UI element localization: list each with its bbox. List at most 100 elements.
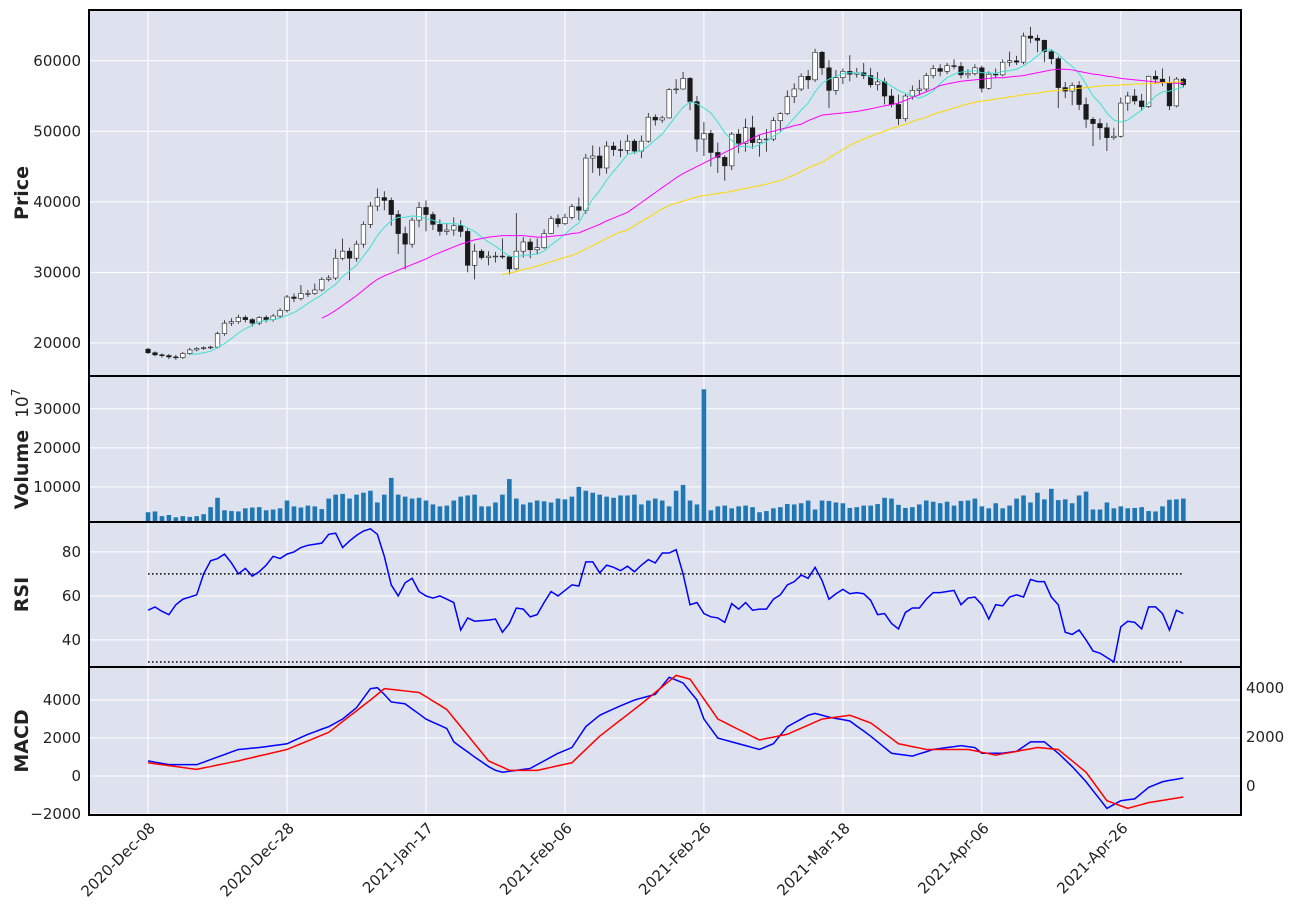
volume-bar	[402, 496, 408, 522]
candle-body	[152, 352, 158, 356]
volume-bar	[305, 505, 311, 522]
candle-body	[881, 81, 888, 97]
candle-body	[249, 319, 255, 324]
candle-body	[381, 197, 387, 201]
candle-body	[395, 214, 401, 234]
volume-bar	[972, 498, 978, 522]
y-axis-label: Volume 107	[9, 389, 33, 510]
candle-body	[916, 88, 922, 91]
candle-body	[277, 310, 283, 317]
volume-bar	[152, 511, 158, 522]
volume-bar	[1062, 499, 1068, 522]
candle-body	[1097, 123, 1103, 129]
volume-bar	[472, 494, 477, 522]
candle-body	[298, 293, 304, 299]
volume-bar	[1042, 499, 1047, 522]
volume-bar	[889, 498, 894, 522]
volume-bar	[368, 490, 373, 522]
volume-bar	[1090, 509, 1096, 522]
candle-body	[701, 133, 707, 140]
volume-bar	[1097, 509, 1103, 522]
y-axis-label-text: RSI	[11, 577, 33, 612]
volume-bar	[333, 494, 338, 522]
candle-body	[958, 66, 964, 76]
candle-body	[819, 52, 825, 69]
candle-body	[340, 250, 346, 259]
candle-body	[736, 133, 742, 144]
candle-body	[346, 250, 353, 259]
volume-bar	[826, 500, 832, 522]
candle-body	[555, 218, 561, 224]
volume-bar	[430, 504, 436, 522]
y-tick-label: 30000	[33, 263, 81, 281]
volume-bar	[145, 512, 151, 522]
volume-bar	[750, 507, 755, 522]
candle-body	[1083, 104, 1089, 120]
candle-body	[180, 353, 186, 358]
candle-body	[812, 52, 818, 81]
candle-body	[784, 96, 790, 114]
volume-bar	[1125, 508, 1131, 522]
candle-body	[1111, 135, 1117, 138]
moving-average-line	[189, 48, 1184, 355]
volume-bar	[340, 493, 345, 522]
volume-bar	[583, 490, 589, 522]
volume-bar	[673, 490, 679, 522]
x-tick-label: 2020-Dec-28	[216, 819, 297, 900]
volume-bar	[507, 479, 512, 522]
volume-bar	[618, 495, 623, 522]
volume-bar	[923, 500, 929, 522]
candle-body	[284, 296, 290, 311]
candle-body	[541, 233, 547, 248]
candle-body	[451, 225, 457, 231]
volume-bar	[1076, 495, 1082, 522]
candle-body	[520, 241, 526, 252]
y-tick-label: 40	[62, 631, 81, 649]
volume-bar	[479, 506, 484, 522]
candle-body	[979, 67, 985, 89]
volume-bar	[1028, 502, 1033, 522]
y-tick-label: 2000	[43, 729, 81, 747]
volume-bar	[965, 500, 971, 522]
frame	[88, 9, 1242, 816]
y-tick-label: 10000	[33, 478, 81, 496]
y-axis-label-text: MACD	[11, 709, 33, 772]
candle-body	[562, 217, 568, 224]
panel-background	[89, 376, 1241, 522]
volume-bar	[791, 504, 797, 522]
candle-body	[895, 104, 902, 119]
scale-base: 10	[13, 396, 33, 418]
volume-bar	[187, 516, 193, 522]
volume-bar	[236, 511, 241, 522]
candle-body	[590, 155, 596, 159]
candle-body	[937, 68, 943, 72]
volume-bar	[1007, 505, 1012, 522]
y-axis-label-text: Volume	[11, 430, 33, 509]
candle-body	[770, 120, 776, 140]
candle-body	[228, 321, 235, 324]
candle-body	[312, 289, 318, 294]
candle-body	[235, 317, 241, 322]
candle-body	[610, 145, 617, 150]
volume-bar	[388, 477, 394, 522]
candle-body	[902, 95, 909, 119]
y-tick-label: 80	[62, 543, 81, 561]
volume-bar	[722, 505, 728, 522]
candle-body	[499, 255, 506, 258]
candle-body	[791, 88, 797, 98]
volume-bar	[680, 484, 686, 522]
x-tick-label: 2021-Jan-17	[359, 819, 437, 897]
volume-bar	[395, 494, 401, 522]
candle-body	[173, 356, 179, 359]
volume-bar	[354, 494, 359, 522]
candle-body	[291, 296, 297, 299]
volume-bar	[652, 498, 658, 522]
candle-body	[1007, 60, 1013, 63]
candle-body	[1152, 75, 1159, 80]
volume-bar	[527, 502, 533, 522]
volume-bar	[1014, 498, 1019, 522]
volume-bar	[1000, 508, 1005, 522]
volume-bar	[944, 501, 950, 522]
volume-bar	[263, 510, 269, 522]
